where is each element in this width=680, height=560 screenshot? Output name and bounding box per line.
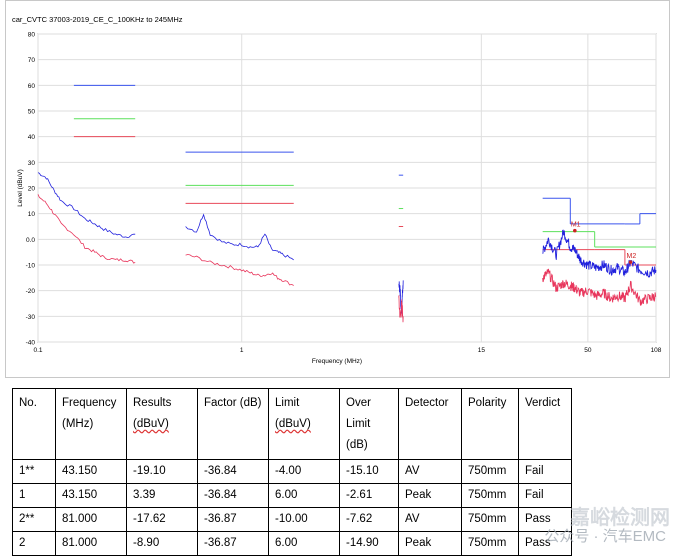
x-tick-label: 15 [478, 347, 486, 354]
table-cell: -2.61 [339, 483, 399, 508]
series-line-avg [185, 254, 294, 286]
x-tick-label: 1 [240, 347, 244, 354]
y-tick-label: 80 [28, 32, 36, 39]
marker-label: M2 [627, 253, 637, 260]
column-header: Frequency (MHz) [55, 388, 127, 460]
table-cell: 750mm [461, 459, 519, 484]
table-row: 2 81.000 -8.90 -36.87 6.00 -14.90 Peak 750mm Pas… [12, 531, 572, 556]
table-cell: 2** [12, 507, 56, 532]
table-cell: -17.62 [126, 507, 198, 532]
table-cell: Fail [518, 483, 572, 508]
column-header: Limit (dBuV) [268, 388, 340, 460]
column-header: No. [12, 388, 56, 460]
table-cell: Pass [518, 507, 572, 532]
chart-title: car_CVTC 37003-2019_CE_C_100KHz to 245MH… [12, 15, 183, 24]
series-line-avg [37, 194, 136, 264]
y-tick-label: 0.0 [26, 237, 35, 244]
table-cell: Peak [398, 531, 462, 556]
table-cell: 2 [12, 531, 56, 556]
table-cell: Peak [398, 483, 462, 508]
marker-label: M1 [571, 222, 581, 229]
y-tick-label: 30 [28, 160, 36, 167]
x-tick-label: 50 [584, 347, 592, 354]
table-row: 1 43.150 3.39 -36.84 6.00 -2.61 Peak 750mm Fail [12, 483, 572, 508]
column-header: Verdict [518, 388, 572, 460]
table-cell: 1 [12, 483, 56, 508]
y-tick-label: -20 [26, 288, 36, 295]
watermark: 嘉峪检测网 [570, 507, 670, 529]
y-tick-label: 70 [28, 57, 36, 64]
table-cell: -14.90 [339, 531, 399, 556]
column-header: Polarity [461, 388, 519, 460]
table-cell: -10.00 [268, 507, 340, 532]
y-tick-label: -40 [26, 340, 36, 347]
column-header: Factor (dB) [197, 388, 269, 460]
table-cell: -36.87 [197, 531, 269, 556]
table-cell: 43.150 [55, 483, 127, 508]
table-cell: 81.000 [55, 507, 127, 532]
table-cell: 1** [12, 459, 56, 484]
table-cell: 750mm [461, 531, 519, 556]
y-tick-label: 20 [28, 186, 36, 193]
marker-point [628, 260, 633, 264]
table-body: 1** 43.150 -19.10 -36.84 -4.00 -15.10 AV 750mm F… [12, 459, 572, 556]
table-cell: Pass [518, 531, 572, 556]
table-cell: Fail [518, 459, 572, 484]
x-tick-label: 0.1 [33, 347, 42, 354]
x-axis-label: Frequency (MHz) [312, 358, 362, 365]
table-cell: -15.10 [339, 459, 399, 484]
table-cell: 81.000 [55, 531, 127, 556]
table-cell: -8.90 [126, 531, 198, 556]
chart-panel: car_CVTC 37003-2019_CE_C_100KHz to 245MH… [5, 0, 670, 378]
table-cell: 750mm [461, 483, 519, 508]
series-line-avg [398, 295, 404, 323]
table-cell: AV [398, 507, 462, 532]
y-tick-label: 40 [28, 134, 36, 141]
series-line-avg [542, 268, 657, 306]
table-cell: -36.87 [197, 507, 269, 532]
table-cell: AV [398, 459, 462, 484]
y-tick-label: -30 [26, 314, 36, 321]
column-header: Over Limit (dB) [339, 388, 399, 460]
table-cell: 6.00 [268, 531, 340, 556]
column-header: Results (dBuV) [126, 388, 198, 460]
table-cell: -36.84 [197, 483, 269, 508]
table-cell: -36.84 [197, 459, 269, 484]
series-line-peak [37, 172, 136, 239]
results-table: No. Frequency (MHz) Results (dBuV) Factor (dB… [12, 388, 572, 556]
y-tick-label: 10 [28, 211, 36, 218]
y-tick-label: -10 [26, 263, 36, 270]
table-cell: -19.10 [126, 459, 198, 484]
table-cell: 43.150 [55, 459, 127, 484]
emission-chart: 80 70 60 50 40 30 20 10 0.0 -10 -20 -30 -400.1 1 15 50 1… [17, 32, 662, 366]
x-tick-label: 108 [651, 347, 662, 354]
series-line-peak [185, 213, 294, 261]
table-cell: 6.00 [268, 483, 340, 508]
watermark-caption: 公众号 · 汽车EMC [544, 528, 666, 545]
y-tick-label: 50 [28, 109, 36, 116]
table-cell: 750mm [461, 507, 519, 532]
table-row: 1** 43.150 -19.10 -36.84 -4.00 -15.10 AV 750mm F… [12, 459, 572, 484]
table-cell: -4.00 [268, 459, 340, 484]
table-header-row: No. Frequency (MHz) Results (dBuV) Factor (dB… [12, 388, 572, 460]
column-header: Detector [398, 388, 462, 460]
table-cell: -7.62 [339, 507, 399, 532]
table-cell: 3.39 [126, 483, 198, 508]
table-row: 2** 81.000 -17.62 -36.87 -10.00 -7.62 AV 750mm P… [12, 507, 572, 532]
series-line-peak [542, 229, 657, 278]
y-axis-label: Level (dBuV) [17, 169, 24, 207]
marker-point [573, 228, 577, 233]
y-tick-label: 60 [28, 83, 36, 90]
